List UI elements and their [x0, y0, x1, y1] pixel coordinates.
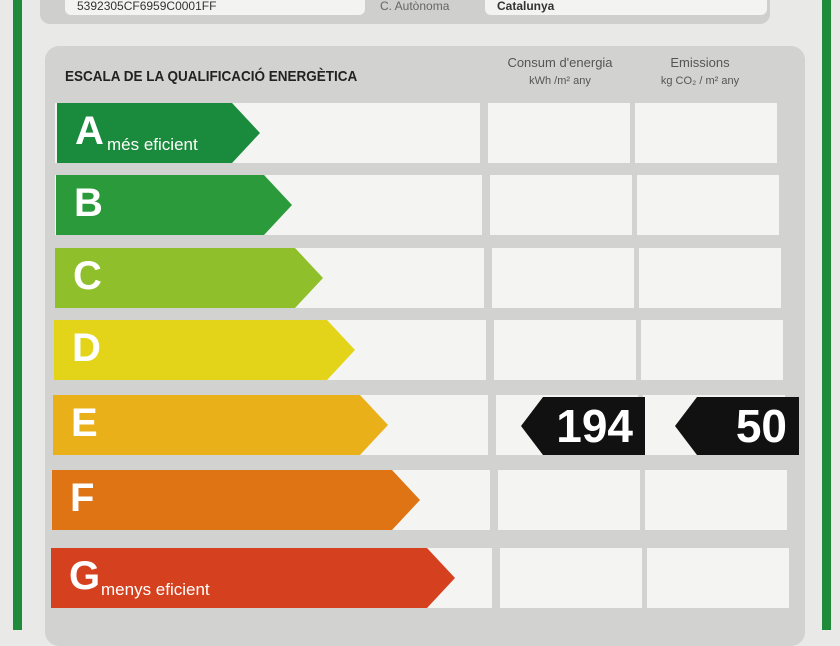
class-letter: E — [71, 401, 98, 445]
emissions-cell — [641, 320, 783, 380]
emissions-cell — [635, 103, 777, 163]
energy-unit: kWh /m² any — [529, 75, 591, 87]
scale-row-g: G menys eficient — [55, 548, 805, 608]
scale-row-a: A més eficient — [55, 103, 805, 163]
scale-row-d: D — [55, 320, 805, 380]
class-arrow-a: A més eficient — [57, 103, 260, 163]
green-border-left — [13, 0, 22, 630]
energy-column-header: Consum d'energia kWh /m² any — [490, 54, 630, 90]
energy-cell — [492, 248, 634, 308]
class-letter: B — [74, 181, 103, 225]
emissions-cell — [637, 175, 779, 235]
class-arrow-f: F — [52, 470, 420, 530]
emissions-rating-marker: 50 — [675, 397, 799, 455]
class-letter: C — [73, 254, 102, 298]
energy-rating-marker: 194 — [521, 397, 645, 455]
class-letter: F — [70, 476, 95, 520]
emissions-cell — [639, 248, 781, 308]
class-arrow-e: E — [53, 395, 388, 455]
class-letter: G — [69, 554, 101, 598]
green-border-right — [822, 0, 831, 630]
class-arrow-d: D — [54, 320, 355, 380]
region-field: Catalunya — [485, 0, 767, 15]
emissions-label: Emissions — [670, 55, 730, 70]
class-arrow-b: B — [56, 175, 292, 235]
energy-cell — [494, 320, 636, 380]
scale-row-e: E 194 50 — [55, 395, 805, 455]
scale-title: ESCALA DE LA QUALIFICACIÓ ENERGÈTICA — [65, 68, 358, 85]
header-panel: 5392305CF6959C0001FF C. Autònoma Catalun… — [40, 0, 770, 24]
scale-row-f: F — [55, 470, 805, 530]
energy-cell — [488, 103, 630, 163]
scale-row-b: B — [55, 175, 805, 235]
class-arrow-g: G menys eficient — [51, 548, 455, 608]
class-arrow-c: C — [55, 248, 323, 308]
reference-field: 5392305CF6959C0001FF — [65, 0, 365, 15]
emissions-unit: kg CO₂ / m² any — [660, 75, 740, 87]
scale-row-c: C — [55, 248, 805, 308]
class-letter: A — [75, 109, 104, 153]
emissions-column-header: Emissions kg CO₂ / m² any — [630, 54, 770, 90]
class-subtitle: més eficient — [107, 135, 198, 154]
energy-cell — [498, 470, 640, 530]
emissions-cell — [647, 548, 789, 608]
energy-label: Consum d'energia — [507, 55, 613, 70]
class-subtitle: menys eficient — [101, 580, 210, 599]
emissions-cell — [645, 470, 787, 530]
energy-cell — [490, 175, 632, 235]
energy-cell — [500, 548, 642, 608]
region-label: C. Autònoma — [380, 0, 450, 13]
class-letter: D — [72, 326, 101, 370]
energy-scale-panel: ESCALA DE LA QUALIFICACIÓ ENERGÈTICA Con… — [45, 46, 805, 646]
